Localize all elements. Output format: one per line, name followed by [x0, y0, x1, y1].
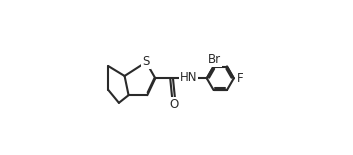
Text: S: S	[142, 55, 150, 68]
Text: O: O	[169, 98, 178, 111]
Text: HN: HN	[180, 71, 197, 84]
Text: Br: Br	[208, 53, 221, 66]
Text: F: F	[237, 72, 244, 85]
